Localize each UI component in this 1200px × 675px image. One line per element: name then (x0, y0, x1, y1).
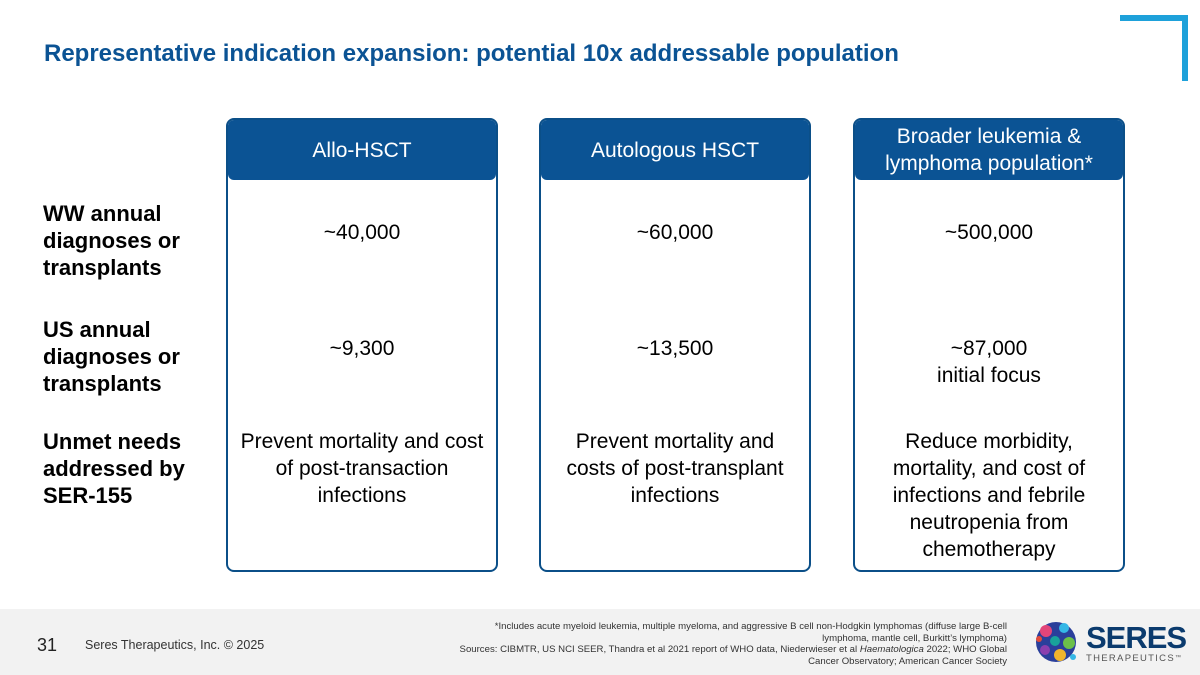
sources-prefix: Sources: CIBMTR, US NCI SEER, Thandra et… (459, 644, 860, 656)
unmet-need-text: Reduce morbidity, mortality, and cost of… (892, 430, 1086, 561)
column-allo-hsct: Allo-HSCT ~40,000 ~9,300 Prevent mortali… (226, 118, 498, 572)
us-value: ~9,300 (329, 337, 395, 360)
logo-name: SERES (1086, 620, 1187, 655)
unmet-need-text: Prevent mortality and cost of post-trans… (240, 430, 484, 507)
seres-logo-icon (1036, 622, 1076, 662)
ww-value: ~60,000 (636, 221, 714, 244)
page-number: 31 (37, 635, 58, 655)
page-title: Representative indication expansion: pot… (44, 40, 899, 67)
column-header: Autologous HSCT (541, 120, 809, 180)
sources-journal: Haematologica (859, 644, 924, 656)
row-label-unmet: Unmet needs addressed by SER-155 (43, 429, 185, 508)
footnote: *Includes acute myeloid leukemia, multip… (447, 621, 1007, 667)
column-broader-population: Broader leukemia & lymphoma population* … (853, 118, 1125, 572)
column-header: Allo-HSCT (228, 120, 496, 180)
logo-subtitle-text: THERAPEUTICS (1086, 653, 1175, 664)
footnote-definition: *Includes acute myeloid leukemia, multip… (494, 621, 1007, 644)
footer: 31 Seres Therapeutics, Inc. © 2025 *Incl… (0, 609, 1200, 675)
footnote-sources: Sources: CIBMTR, US NCI SEER, Thandra et… (447, 644, 1007, 667)
ww-value: ~500,000 (944, 221, 1034, 244)
ww-value: ~40,000 (323, 221, 401, 244)
trademark-symbol: ™ (1174, 655, 1183, 661)
row-label-us: US annual diagnoses or transplants (43, 317, 180, 396)
us-value-note: initial focus (937, 364, 1041, 387)
corner-accent (1120, 15, 1188, 81)
copyright: Seres Therapeutics, Inc. © 2025 (85, 638, 265, 652)
unmet-need-text: Prevent mortality and costs of post-tran… (566, 430, 784, 507)
row-label-ww: WW annual diagnoses or transplants (43, 201, 180, 280)
sources-suffix: 2022; WHO Global Cancer Observatory; Ame… (808, 644, 1007, 667)
us-value: ~13,500 (636, 337, 714, 360)
column-header: Broader leukemia & lymphoma population* (855, 120, 1123, 180)
logo-subtitle: THERAPEUTICS™ (1086, 653, 1186, 664)
seres-logo-wordmark: SERES THERAPEUTICS™ (1086, 620, 1187, 664)
us-value: ~87,000 (950, 337, 1028, 360)
column-autologous-hsct: Autologous HSCT ~60,000 ~13,500 Prevent … (539, 118, 811, 572)
